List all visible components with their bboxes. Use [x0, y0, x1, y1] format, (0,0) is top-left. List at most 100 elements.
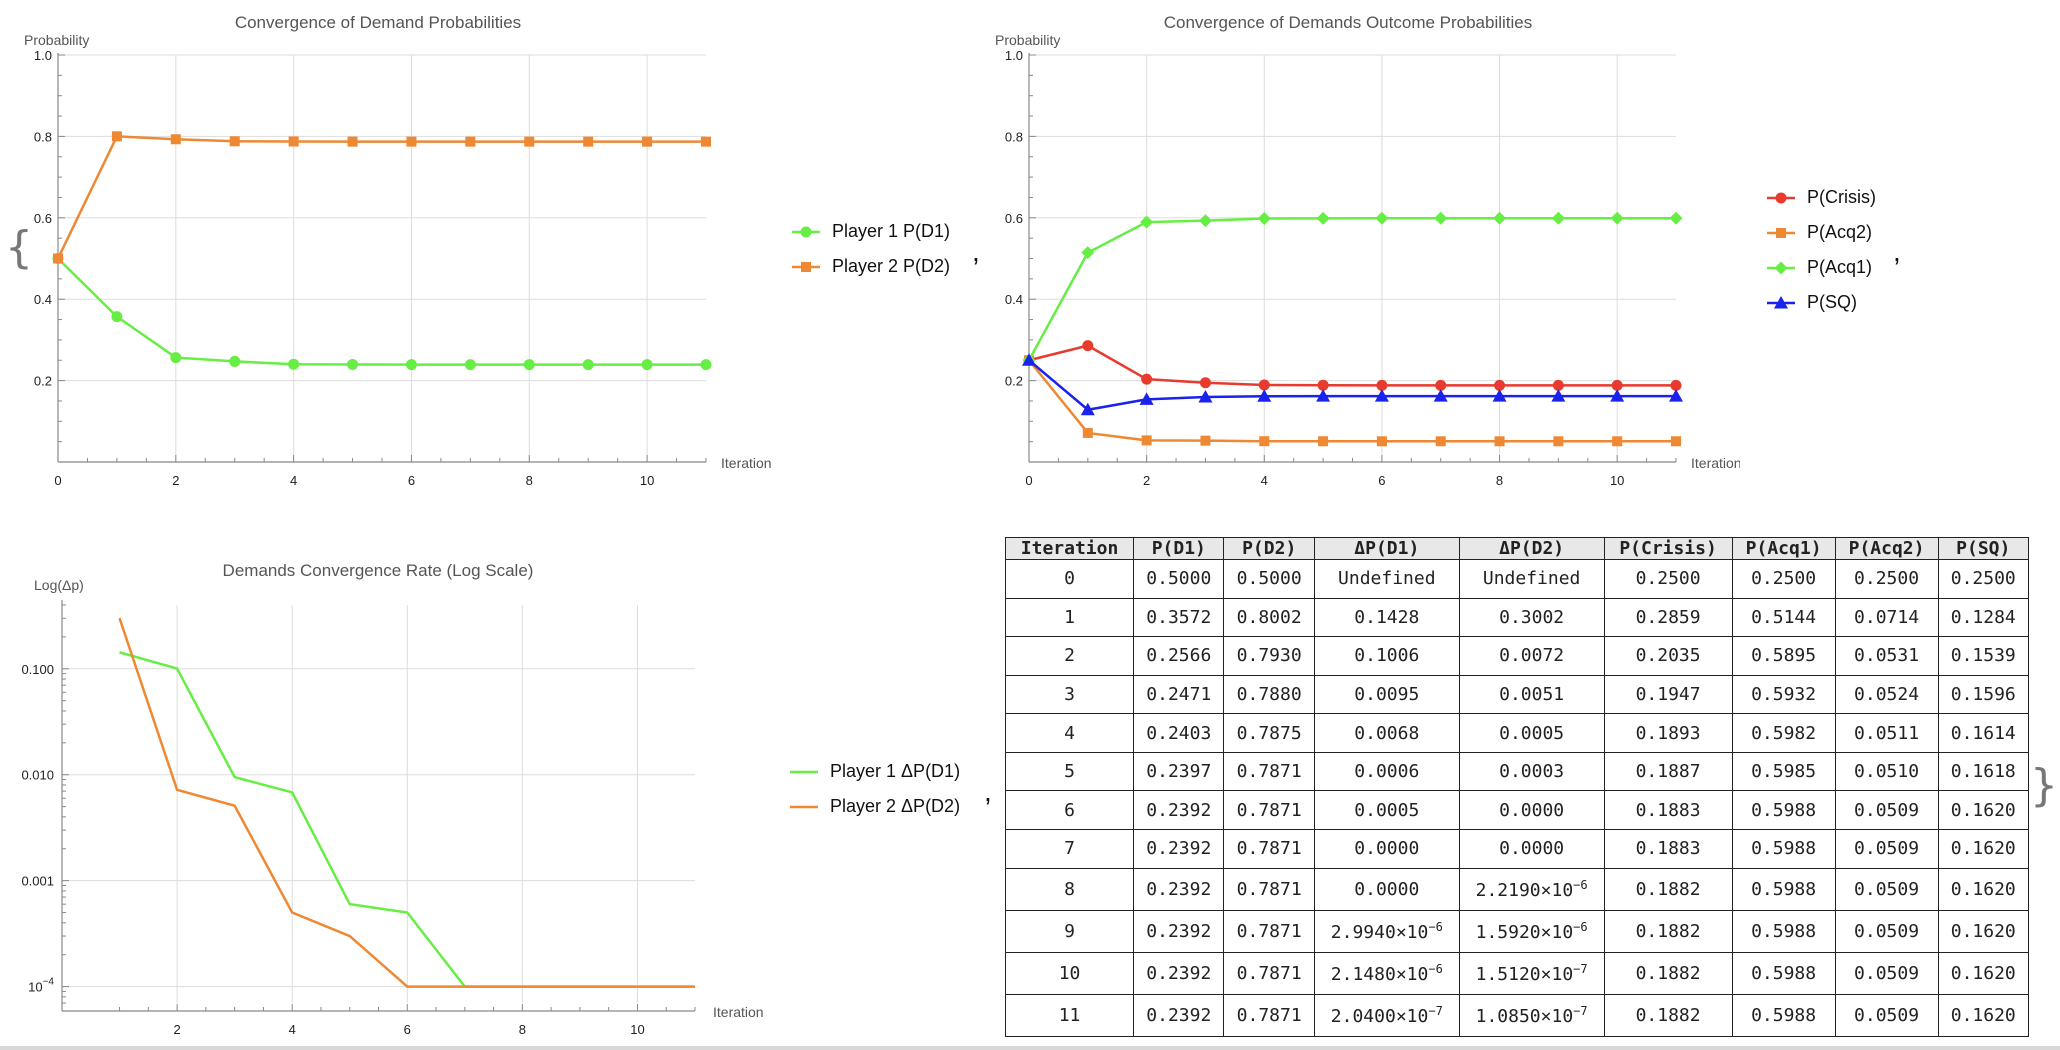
table-cell: 0.2500: [1834, 559, 1939, 599]
data-point: [1199, 377, 1211, 389]
data-point: [641, 359, 653, 371]
x-tick-label: 8: [1496, 473, 1503, 488]
table-cell: 0.2859: [1603, 597, 1733, 638]
legend-entry: P(Acq1): [1765, 250, 1876, 285]
table-cell: Undefined: [1458, 559, 1605, 599]
data-point: [700, 359, 712, 371]
data-point: [1375, 211, 1389, 225]
table-cell: 0.0524: [1834, 674, 1939, 715]
table-cell: 0.1882: [1603, 993, 1733, 1038]
table-cell: 0.0509: [1834, 829, 1939, 869]
data-point: [1141, 435, 1152, 446]
table-header-row: Iteration P(D1) P(D2) ΔP(D1) ΔP(D2) P(Crisis)…: [1004, 537, 2030, 560]
table-cell: 0.5895: [1731, 636, 1836, 676]
y-tick-label: 0.4: [1005, 292, 1023, 307]
table-cell: 0.7930: [1223, 636, 1315, 676]
list-comma: ,: [984, 776, 992, 807]
table-row: 11 0.2392 0.7871 2.0400×10−7 1.0850×10−7 0.18…: [1004, 993, 2030, 1038]
data-point: [1551, 389, 1566, 402]
data-point: [1257, 212, 1271, 226]
table-cell: 0.0509: [1834, 790, 1939, 831]
column-header: P(D1): [1133, 537, 1225, 560]
series-line: [1028, 344, 1676, 387]
legend-swatch: [1767, 227, 1795, 238]
table-cell: 0.2566: [1133, 636, 1225, 676]
data-point: [1669, 389, 1683, 402]
data-point: [406, 136, 417, 147]
legend-marker: [1774, 295, 1788, 308]
data-point: [1258, 379, 1270, 391]
data-point: [170, 134, 181, 145]
table-cell: 0.5988: [1731, 909, 1836, 953]
legend-entry: Player 2 ΔP(D2): [788, 789, 960, 824]
data-point: [1610, 389, 1625, 402]
table-cell: 7: [1004, 829, 1135, 869]
table-cell: 0.1882: [1603, 867, 1733, 911]
table-cell: 9: [1004, 909, 1135, 953]
y-tick-label: 0.010: [21, 768, 54, 783]
x-tick-label: 2: [172, 473, 179, 488]
table-cell: 0.2392: [1133, 790, 1225, 831]
table-cell: 5: [1004, 751, 1135, 792]
table-row: 7 0.2392 0.7871 0.0000 0.0000 0.1883 0.5988 0.0…: [1004, 829, 2030, 869]
list-open-brace: {: [5, 222, 33, 273]
table-cell: 0.1284: [1937, 597, 2030, 638]
data-point: [465, 136, 476, 147]
data-point: [111, 311, 123, 323]
data-point: [1553, 436, 1564, 447]
table-cell: 2.2190×10−6: [1458, 867, 1605, 911]
legend-swatch: [1767, 295, 1795, 308]
series-line: [1028, 359, 1676, 443]
table-cell: 0.1620: [1937, 909, 2030, 953]
table-cell: 0.3572: [1133, 597, 1225, 638]
table-cell: 0.0095: [1313, 674, 1460, 715]
series-line: [1028, 359, 1676, 412]
x-tick-label: 4: [290, 473, 297, 488]
data-point: [1082, 340, 1094, 352]
table-cell: 4: [1004, 713, 1135, 753]
column-header: P(SQ): [1937, 537, 2030, 560]
series-Player 1 P(D1): [52, 253, 712, 371]
data-point: [170, 352, 182, 364]
table-cell: 0.1882: [1603, 951, 1733, 995]
data-point: [1198, 214, 1212, 228]
table-cell: Undefined: [1313, 559, 1460, 599]
table-cell: 0.1620: [1937, 951, 2030, 995]
table-cell: 0.7871: [1223, 790, 1315, 831]
data-point: [1082, 427, 1093, 438]
legend-swatch: [790, 805, 818, 808]
x-tick-label: 0: [1025, 473, 1032, 488]
table-row: 9 0.2392 0.7871 2.9940×10−6 1.5920×10−6 0.188…: [1004, 909, 2030, 953]
table-cell: 0.5988: [1731, 829, 1836, 869]
table-cell: 0.2392: [1133, 909, 1225, 953]
table-cell: 0.5988: [1731, 867, 1836, 911]
table-cell: 0.5000: [1133, 559, 1225, 599]
data-point: [1080, 402, 1095, 416]
legend-entry: P(Crisis): [1765, 180, 1876, 215]
table-cell: 0.1893: [1603, 713, 1733, 753]
y-tick-label: 0.001: [21, 874, 54, 889]
data-point: [1022, 353, 1036, 366]
list-comma: ,: [972, 236, 980, 267]
legend-label: Player 2 P(D2): [832, 256, 951, 276]
table-cell: 0.1620: [1937, 829, 2030, 869]
table-cell: 0.2397: [1133, 751, 1225, 792]
table-cell: 0.0509: [1834, 951, 1939, 995]
table-cell: 0.1428: [1313, 597, 1460, 638]
table-cell: 0.0510: [1834, 751, 1939, 792]
data-point: [1433, 389, 1448, 402]
table-cell: 0.1596: [1937, 674, 2030, 715]
legend-label: Player 1 ΔP(D1): [830, 761, 961, 781]
x-tick-label: 10: [630, 1022, 644, 1037]
series-line: [56, 135, 706, 260]
data-point: [1610, 211, 1624, 225]
table-cell: 0.7871: [1223, 867, 1315, 911]
table-cell: 0.7871: [1223, 951, 1315, 995]
y-tick-label: 1.0: [34, 48, 52, 63]
table-row: 5 0.2397 0.7871 0.0006 0.0003 0.1887 0.5985 0.0…: [1004, 751, 2030, 792]
x-tick-label: 0: [54, 473, 61, 488]
data-point: [1494, 379, 1506, 391]
data-point: [53, 253, 63, 264]
table-cell: 0.2392: [1133, 829, 1225, 869]
table-cell: 0.7871: [1223, 751, 1315, 792]
